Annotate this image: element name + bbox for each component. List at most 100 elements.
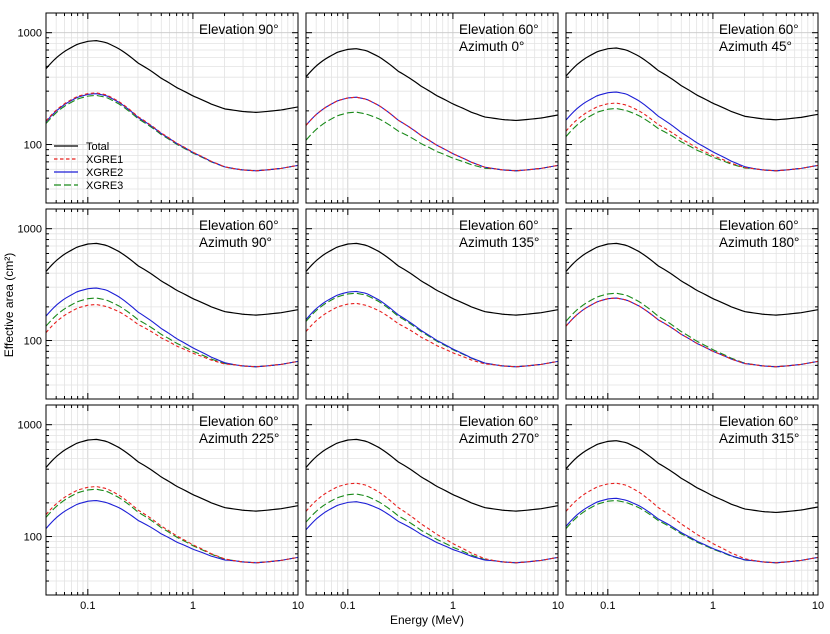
series-line-total (306, 48, 558, 122)
panel-title: Elevation 60° (459, 22, 539, 37)
curves (566, 440, 818, 564)
series-line-total (306, 438, 558, 512)
panel-5: Elevation 60° Azimuth 135° (305, 208, 559, 400)
panel-frame (305, 12, 559, 204)
panel-frame (565, 12, 819, 204)
x-tick-label: 1 (450, 600, 456, 612)
y-tick-label: 1000 (18, 420, 42, 432)
panel-frame (565, 404, 819, 596)
legend-label-xgre2: XGRE2 (86, 167, 123, 179)
series-line-xgre3 (46, 94, 298, 172)
curves (566, 242, 818, 368)
panel-8: 0.1 1 10 Elevation 60° Azimuth 270° (305, 404, 564, 612)
curves (306, 438, 558, 564)
x-tick-label: 0.1 (80, 600, 95, 612)
panel-subtitle: Azimuth 180° (719, 235, 799, 250)
series-line-xgre2 (46, 287, 298, 368)
series-line-xgre3 (46, 488, 298, 564)
series-line-xgre1 (306, 96, 558, 172)
curves (46, 438, 298, 564)
y-tick-label: 100 (24, 140, 42, 152)
series-line-xgre3 (46, 297, 298, 368)
series-line-xgre1 (46, 303, 298, 368)
series-line-total (566, 440, 818, 514)
series-line-xgre1 (566, 102, 818, 172)
panel-subtitle: Azimuth 315° (719, 431, 799, 446)
panel-subtitle: Azimuth 45° (719, 39, 792, 54)
panel-frame (45, 12, 299, 204)
panel-frame (305, 404, 559, 596)
panel-title: Elevation 90° (199, 22, 279, 37)
grid (566, 209, 818, 399)
panel-title: Elevation 60° (199, 218, 279, 233)
y-tick-label: 1000 (18, 28, 42, 40)
series-line-total (306, 242, 558, 316)
series-line-xgre3 (566, 292, 818, 368)
panel-4: 100 1000 Elevation 60° Azimuth 90° (18, 208, 299, 400)
x-tick-label: 10 (552, 600, 564, 612)
series-line-total (566, 242, 818, 316)
grid (46, 405, 298, 595)
x-tick-label: 10 (812, 600, 824, 612)
legend-label-xgre1: XGRE1 (86, 154, 123, 166)
grid (566, 13, 818, 203)
panel-title: Elevation 60° (719, 414, 799, 429)
panel-frame (45, 404, 299, 596)
panel-frame (565, 208, 819, 400)
panel-subtitle: Azimuth 225° (199, 431, 279, 446)
legend-label-xgre3: XGRE3 (86, 180, 123, 192)
curves (306, 242, 558, 368)
panel-subtitle: Azimuth 0° (459, 39, 524, 54)
series-line-xgre2 (46, 499, 298, 564)
panel-frame (45, 208, 299, 400)
panel-title: Elevation 60° (459, 414, 539, 429)
series-line-xgre3 (306, 292, 558, 368)
curves (566, 47, 818, 172)
panel-subtitle: Azimuth 135° (459, 235, 539, 250)
panel-title: Elevation 60° (719, 218, 799, 233)
series-line-xgre2 (46, 93, 298, 172)
y-tick-label: 100 (24, 336, 42, 348)
series-line-xgre1 (46, 92, 298, 172)
panel-2: Elevation 60° Azimuth 0° (305, 12, 559, 204)
legend-label-total: Total (86, 141, 109, 153)
series-line-xgre1 (46, 486, 298, 564)
panel-title: Elevation 60° (199, 414, 279, 429)
panel-6: Elevation 60° Azimuth 180° (565, 208, 819, 400)
panel-title: Elevation 60° (719, 22, 799, 37)
series-line-total (46, 242, 298, 316)
series-line-xgre2 (566, 297, 818, 368)
panel-subtitle: Azimuth 90° (199, 235, 272, 250)
curves (46, 40, 298, 172)
series-line-total (46, 438, 298, 512)
x-axis-label: Energy (MeV) (390, 613, 464, 627)
series-line-xgre1 (566, 297, 818, 368)
grid (306, 13, 558, 203)
x-tick-label: 1 (190, 600, 196, 612)
series-line-xgre1 (306, 482, 558, 564)
y-tick-label: 100 (24, 532, 42, 544)
series-line-total (46, 40, 298, 113)
series-line-xgre2 (306, 290, 558, 368)
x-tick-label: 10 (292, 600, 304, 612)
x-tick-label: 0.1 (600, 600, 615, 612)
series-line-xgre3 (306, 493, 558, 564)
series-line-total (566, 47, 818, 121)
series-line-xgre1 (566, 482, 818, 564)
grid (46, 13, 298, 203)
panel-9: 0.1 1 10 Elevation 60° Azimuth 315° (565, 404, 824, 612)
y-axis-label: Effective area (cm²) (2, 253, 16, 357)
panel-3: Elevation 60° Azimuth 45° (565, 12, 819, 204)
series-line-xgre2 (566, 91, 818, 172)
panel-title: Elevation 60° (459, 218, 539, 233)
curves (46, 242, 298, 368)
y-tick-label: 1000 (18, 224, 42, 236)
series-line-xgre2 (566, 497, 818, 564)
panel-subtitle: Azimuth 270° (459, 431, 539, 446)
series-line-xgre1 (306, 302, 558, 368)
x-tick-label: 1 (710, 600, 716, 612)
panel-frame (305, 208, 559, 400)
